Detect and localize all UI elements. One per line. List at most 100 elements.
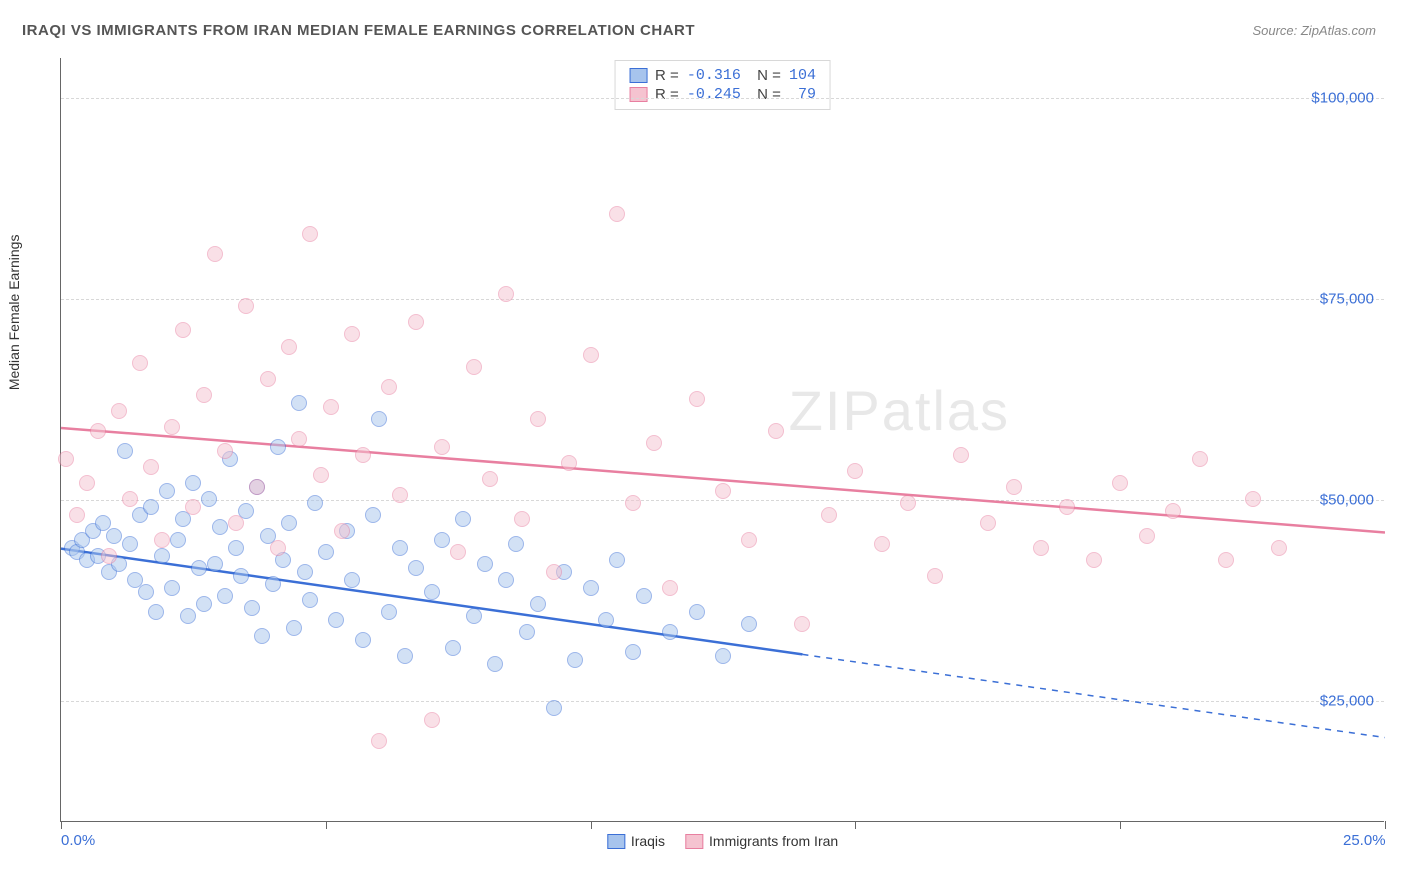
scatter-point bbox=[514, 511, 530, 527]
scatter-point bbox=[270, 540, 286, 556]
scatter-point bbox=[561, 455, 577, 471]
scatter-point bbox=[1271, 540, 1287, 556]
scatter-point bbox=[154, 532, 170, 548]
scatter-point bbox=[741, 532, 757, 548]
plot-area: ZIPatlas R = -0.316 N = 104R = -0.245 N … bbox=[60, 58, 1384, 822]
scatter-point bbox=[164, 419, 180, 435]
source-label: Source: ZipAtlas.com bbox=[1252, 23, 1376, 38]
y-tick-label: $25,000 bbox=[1320, 693, 1374, 710]
scatter-point bbox=[291, 431, 307, 447]
x-tick bbox=[326, 821, 327, 829]
scatter-point bbox=[207, 246, 223, 262]
scatter-point bbox=[794, 616, 810, 632]
scatter-point bbox=[207, 556, 223, 572]
scatter-point bbox=[328, 612, 344, 628]
scatter-point bbox=[953, 447, 969, 463]
scatter-point bbox=[689, 604, 705, 620]
scatter-point bbox=[689, 391, 705, 407]
stats-r-value: -0.245 bbox=[687, 86, 741, 103]
scatter-point bbox=[281, 339, 297, 355]
gridline-h bbox=[61, 701, 1384, 702]
scatter-point bbox=[1245, 491, 1261, 507]
scatter-point bbox=[546, 564, 562, 580]
scatter-point bbox=[392, 487, 408, 503]
scatter-point bbox=[228, 540, 244, 556]
scatter-point bbox=[196, 596, 212, 612]
y-tick-label: $75,000 bbox=[1320, 291, 1374, 308]
scatter-point bbox=[519, 624, 535, 640]
scatter-point bbox=[122, 491, 138, 507]
scatter-point bbox=[323, 399, 339, 415]
scatter-point bbox=[381, 604, 397, 620]
legend-label: Iraqis bbox=[631, 833, 665, 849]
scatter-point bbox=[646, 435, 662, 451]
stats-n-value: 104 bbox=[789, 67, 816, 84]
scatter-point bbox=[238, 298, 254, 314]
scatter-point bbox=[609, 206, 625, 222]
scatter-point bbox=[143, 459, 159, 475]
scatter-point bbox=[598, 612, 614, 628]
scatter-point bbox=[175, 322, 191, 338]
scatter-point bbox=[625, 495, 641, 511]
regression-line-dashed bbox=[802, 654, 1385, 737]
scatter-point bbox=[111, 403, 127, 419]
legend-swatch bbox=[685, 834, 703, 849]
x-tick bbox=[1120, 821, 1121, 829]
scatter-point bbox=[265, 576, 281, 592]
legend-swatch bbox=[607, 834, 625, 849]
scatter-point bbox=[1139, 528, 1155, 544]
scatter-point bbox=[233, 568, 249, 584]
x-axis-label: 25.0% bbox=[1343, 832, 1386, 849]
scatter-point bbox=[498, 572, 514, 588]
regression-line-solid bbox=[61, 549, 802, 655]
scatter-point bbox=[741, 616, 757, 632]
scatter-point bbox=[164, 580, 180, 596]
scatter-point bbox=[302, 592, 318, 608]
scatter-point bbox=[79, 475, 95, 491]
scatter-point bbox=[450, 544, 466, 560]
scatter-point bbox=[609, 552, 625, 568]
scatter-point bbox=[1165, 503, 1181, 519]
scatter-point bbox=[625, 644, 641, 660]
scatter-point bbox=[355, 632, 371, 648]
scatter-point bbox=[260, 371, 276, 387]
scatter-point bbox=[466, 608, 482, 624]
scatter-point bbox=[455, 511, 471, 527]
gridline-h bbox=[61, 500, 1384, 501]
legend-label: Immigrants from Iran bbox=[709, 833, 838, 849]
x-tick bbox=[61, 821, 62, 829]
scatter-point bbox=[530, 596, 546, 612]
stats-n-label: N = bbox=[749, 86, 781, 103]
scatter-point bbox=[1006, 479, 1022, 495]
scatter-point bbox=[927, 568, 943, 584]
scatter-point bbox=[148, 604, 164, 620]
watermark-text: ZIPatlas bbox=[789, 378, 1010, 443]
scatter-point bbox=[286, 620, 302, 636]
stats-r-value: -0.316 bbox=[687, 67, 741, 84]
scatter-point bbox=[397, 648, 413, 664]
scatter-point bbox=[874, 536, 890, 552]
legend-item: Immigrants from Iran bbox=[685, 833, 838, 849]
scatter-point bbox=[636, 588, 652, 604]
scatter-point bbox=[58, 451, 74, 467]
scatter-point bbox=[313, 467, 329, 483]
stats-row: R = -0.245 N = 79 bbox=[629, 86, 816, 103]
scatter-point bbox=[424, 584, 440, 600]
scatter-point bbox=[344, 326, 360, 342]
scatter-point bbox=[101, 548, 117, 564]
scatter-point bbox=[154, 548, 170, 564]
scatter-point bbox=[355, 447, 371, 463]
y-axis-label: Median Female Earnings bbox=[6, 235, 22, 391]
scatter-point bbox=[212, 519, 228, 535]
scatter-point bbox=[371, 733, 387, 749]
scatter-point bbox=[715, 483, 731, 499]
scatter-point bbox=[318, 544, 334, 560]
scatter-point bbox=[254, 628, 270, 644]
scatter-point bbox=[408, 560, 424, 576]
scatter-point bbox=[365, 507, 381, 523]
chart-container: Median Female Earnings ZIPatlas R = -0.3… bbox=[22, 58, 1384, 862]
y-tick-label: $100,000 bbox=[1311, 90, 1374, 107]
scatter-point bbox=[583, 347, 599, 363]
scatter-point bbox=[847, 463, 863, 479]
scatter-point bbox=[466, 359, 482, 375]
